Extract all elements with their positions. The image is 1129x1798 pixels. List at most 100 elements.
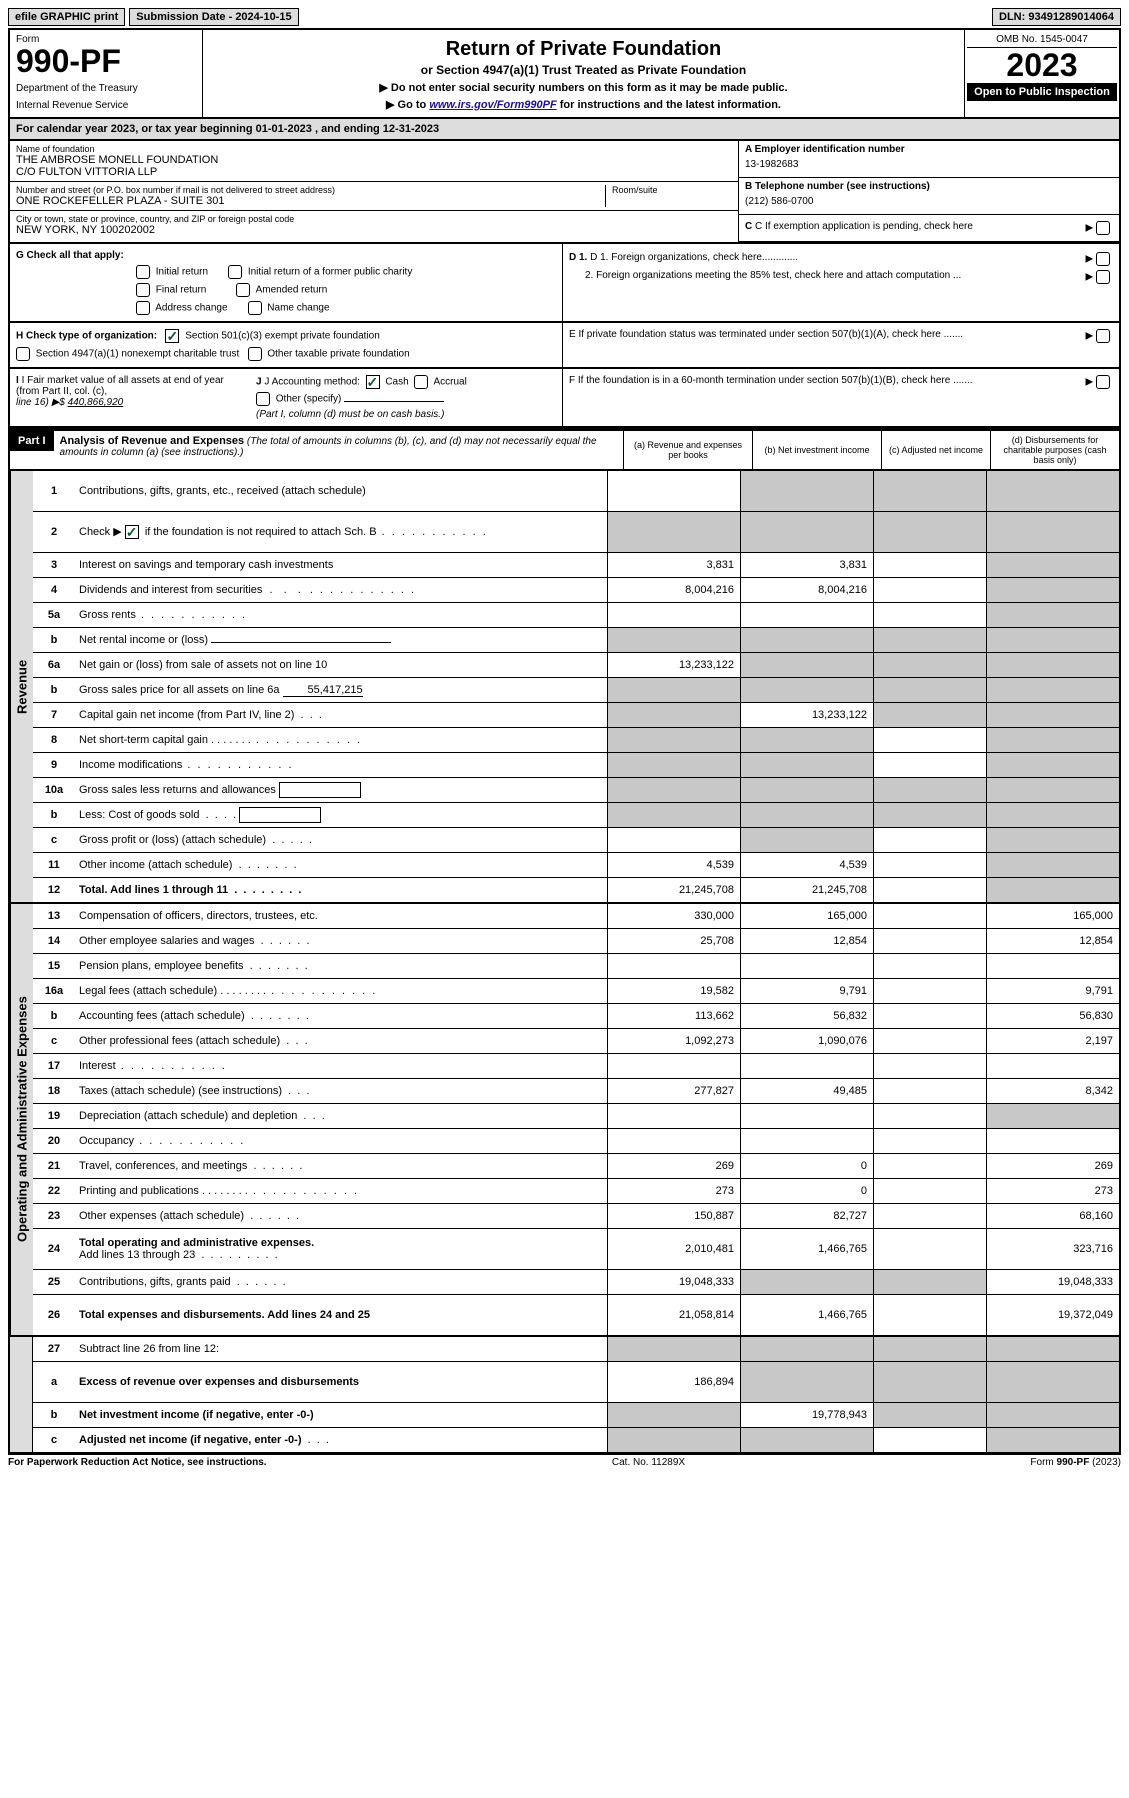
expenses-section: Operating and Administrative Expenses 13…: [8, 904, 1121, 1337]
instr-pre: ▶ Go to: [386, 99, 429, 111]
f-checkbox[interactable]: [1096, 375, 1110, 389]
amt-c: [873, 904, 986, 928]
cat-number: Cat. No. 11289X: [612, 1457, 685, 1468]
amt-d: [986, 653, 1119, 677]
c-checkbox[interactable]: [1096, 221, 1110, 235]
header-right: OMB No. 1545-0047 2023 Open to Public In…: [964, 30, 1119, 117]
fmv-value: 440,866,920: [68, 397, 124, 408]
part-i-title: Analysis of Revenue and Expenses: [60, 435, 245, 447]
room-label: Room/suite: [612, 185, 732, 195]
cash-label: Cash: [385, 377, 408, 388]
line-desc: Net gain or (loss) from sale of assets n…: [75, 657, 607, 673]
line-num: 4: [33, 578, 75, 602]
amt-d: [986, 853, 1119, 877]
line-num: 18: [33, 1079, 75, 1103]
amt-d: 323,716: [986, 1229, 1119, 1269]
line-7: 7 Capital gain net income (from Part IV,…: [33, 703, 1119, 728]
501c3-checkbox[interactable]: [165, 329, 179, 343]
name-label: Name of foundation: [16, 144, 732, 154]
amt-b: 165,000: [740, 904, 873, 928]
amt-c: [873, 628, 986, 652]
amt-a: 13,233,122: [607, 653, 740, 677]
amt-a: [607, 512, 740, 552]
line-10c: c Gross profit or (loss) (attach schedul…: [33, 828, 1119, 853]
amt-c: [873, 878, 986, 902]
final-return-checkbox[interactable]: [136, 283, 150, 297]
final-return-label: Final return: [156, 285, 207, 296]
amt-d: [986, 1428, 1119, 1452]
form-number: 990-PF: [16, 45, 196, 77]
foundation-care-of: C/O FULTON VITTORIA LLP: [16, 166, 732, 178]
line-num: b: [33, 1403, 75, 1427]
sch-b-checkbox[interactable]: [125, 525, 139, 539]
line-desc: Gross sales price for all assets on line…: [79, 684, 280, 696]
amt-d: [986, 678, 1119, 702]
line-27-section: 27 Subtract line 26 from line 12: a Exce…: [8, 1337, 1121, 1454]
city-cell: City or town, state or province, country…: [10, 211, 738, 239]
addr-label: Number and street (or P.O. box number if…: [16, 185, 605, 195]
amt-a: 25,708: [607, 929, 740, 953]
amt-b: [740, 603, 873, 627]
amt-b: 0: [740, 1179, 873, 1203]
amt-b: [740, 471, 873, 511]
amt-b: 49,485: [740, 1079, 873, 1103]
line-27a: a Excess of revenue over expenses and di…: [33, 1362, 1119, 1403]
street-address: ONE ROCKEFELLER PLAZA - SUITE 301: [16, 195, 605, 207]
line-desc: Total expenses and disbursements. Add li…: [75, 1307, 607, 1323]
amt-d: [986, 578, 1119, 602]
d1-checkbox[interactable]: [1096, 252, 1110, 266]
d2-checkbox[interactable]: [1096, 270, 1110, 284]
line-15: 15 Pension plans, employee benefits . . …: [33, 954, 1119, 979]
efile-print-button[interactable]: efile GRAPHIC print: [8, 8, 125, 26]
other-taxable-checkbox[interactable]: [248, 347, 262, 361]
e-label: E If private foundation status was termi…: [569, 329, 963, 340]
amt-a: [607, 954, 740, 978]
ein-label: A Employer identification number: [745, 144, 1113, 155]
4947-checkbox[interactable]: [16, 347, 30, 361]
line-num: 13: [33, 904, 75, 928]
line-11: 11 Other income (attach schedule) . . . …: [33, 853, 1119, 878]
address-change-checkbox[interactable]: [136, 301, 150, 315]
501c3-label: Section 501(c)(3) exempt private foundat…: [185, 331, 380, 342]
line-num: c: [33, 828, 75, 852]
blank-side: [10, 1337, 33, 1452]
amt-b: 19,778,943: [740, 1403, 873, 1427]
submission-date: Submission Date - 2024-10-15: [129, 8, 298, 26]
irs-label: Internal Revenue Service: [16, 100, 196, 111]
d1-row: D 1. D 1. Foreign organizations, check h…: [569, 250, 1113, 268]
line-num: 17: [33, 1054, 75, 1078]
amended-return-checkbox[interactable]: [236, 283, 250, 297]
cash-checkbox[interactable]: [366, 375, 380, 389]
amt-a: 3,831: [607, 553, 740, 577]
address-change-label: Address change: [155, 303, 227, 314]
amt-b: [740, 1270, 873, 1294]
amt-b: 9,791: [740, 979, 873, 1003]
line-num: 15: [33, 954, 75, 978]
amt-b: [740, 803, 873, 827]
amt-a: [607, 1403, 740, 1427]
amt-a: [607, 1129, 740, 1153]
line-5a: 5a Gross rents: [33, 603, 1119, 628]
initial-return-checkbox[interactable]: [136, 265, 150, 279]
e-checkbox[interactable]: [1096, 329, 1110, 343]
line-desc: Contributions, gifts, grants paid: [79, 1276, 231, 1288]
line-num: 22: [33, 1179, 75, 1203]
ein-value: 13-1982683: [745, 155, 1113, 174]
other-method-checkbox[interactable]: [256, 392, 270, 406]
amt-d: 68,160: [986, 1204, 1119, 1228]
part-i-badge: Part I: [10, 431, 54, 451]
amt-c: [873, 853, 986, 877]
name-change-checkbox[interactable]: [248, 301, 262, 315]
initial-former-checkbox[interactable]: [228, 265, 242, 279]
line-desc: Other income (attach schedule): [79, 859, 232, 871]
amt-c: [873, 1054, 986, 1078]
amt-a: 330,000: [607, 904, 740, 928]
amt-a: 113,662: [607, 1004, 740, 1028]
amt-a: [607, 778, 740, 802]
page-footer: For Paperwork Reduction Act Notice, see …: [8, 1454, 1121, 1468]
amt-d: 12,854: [986, 929, 1119, 953]
accrual-checkbox[interactable]: [414, 375, 428, 389]
line-21: 21 Travel, conferences, and meetings . .…: [33, 1154, 1119, 1179]
revenue-label: Revenue: [10, 471, 33, 902]
form990pf-link[interactable]: www.irs.gov/Form990PF: [429, 99, 556, 111]
